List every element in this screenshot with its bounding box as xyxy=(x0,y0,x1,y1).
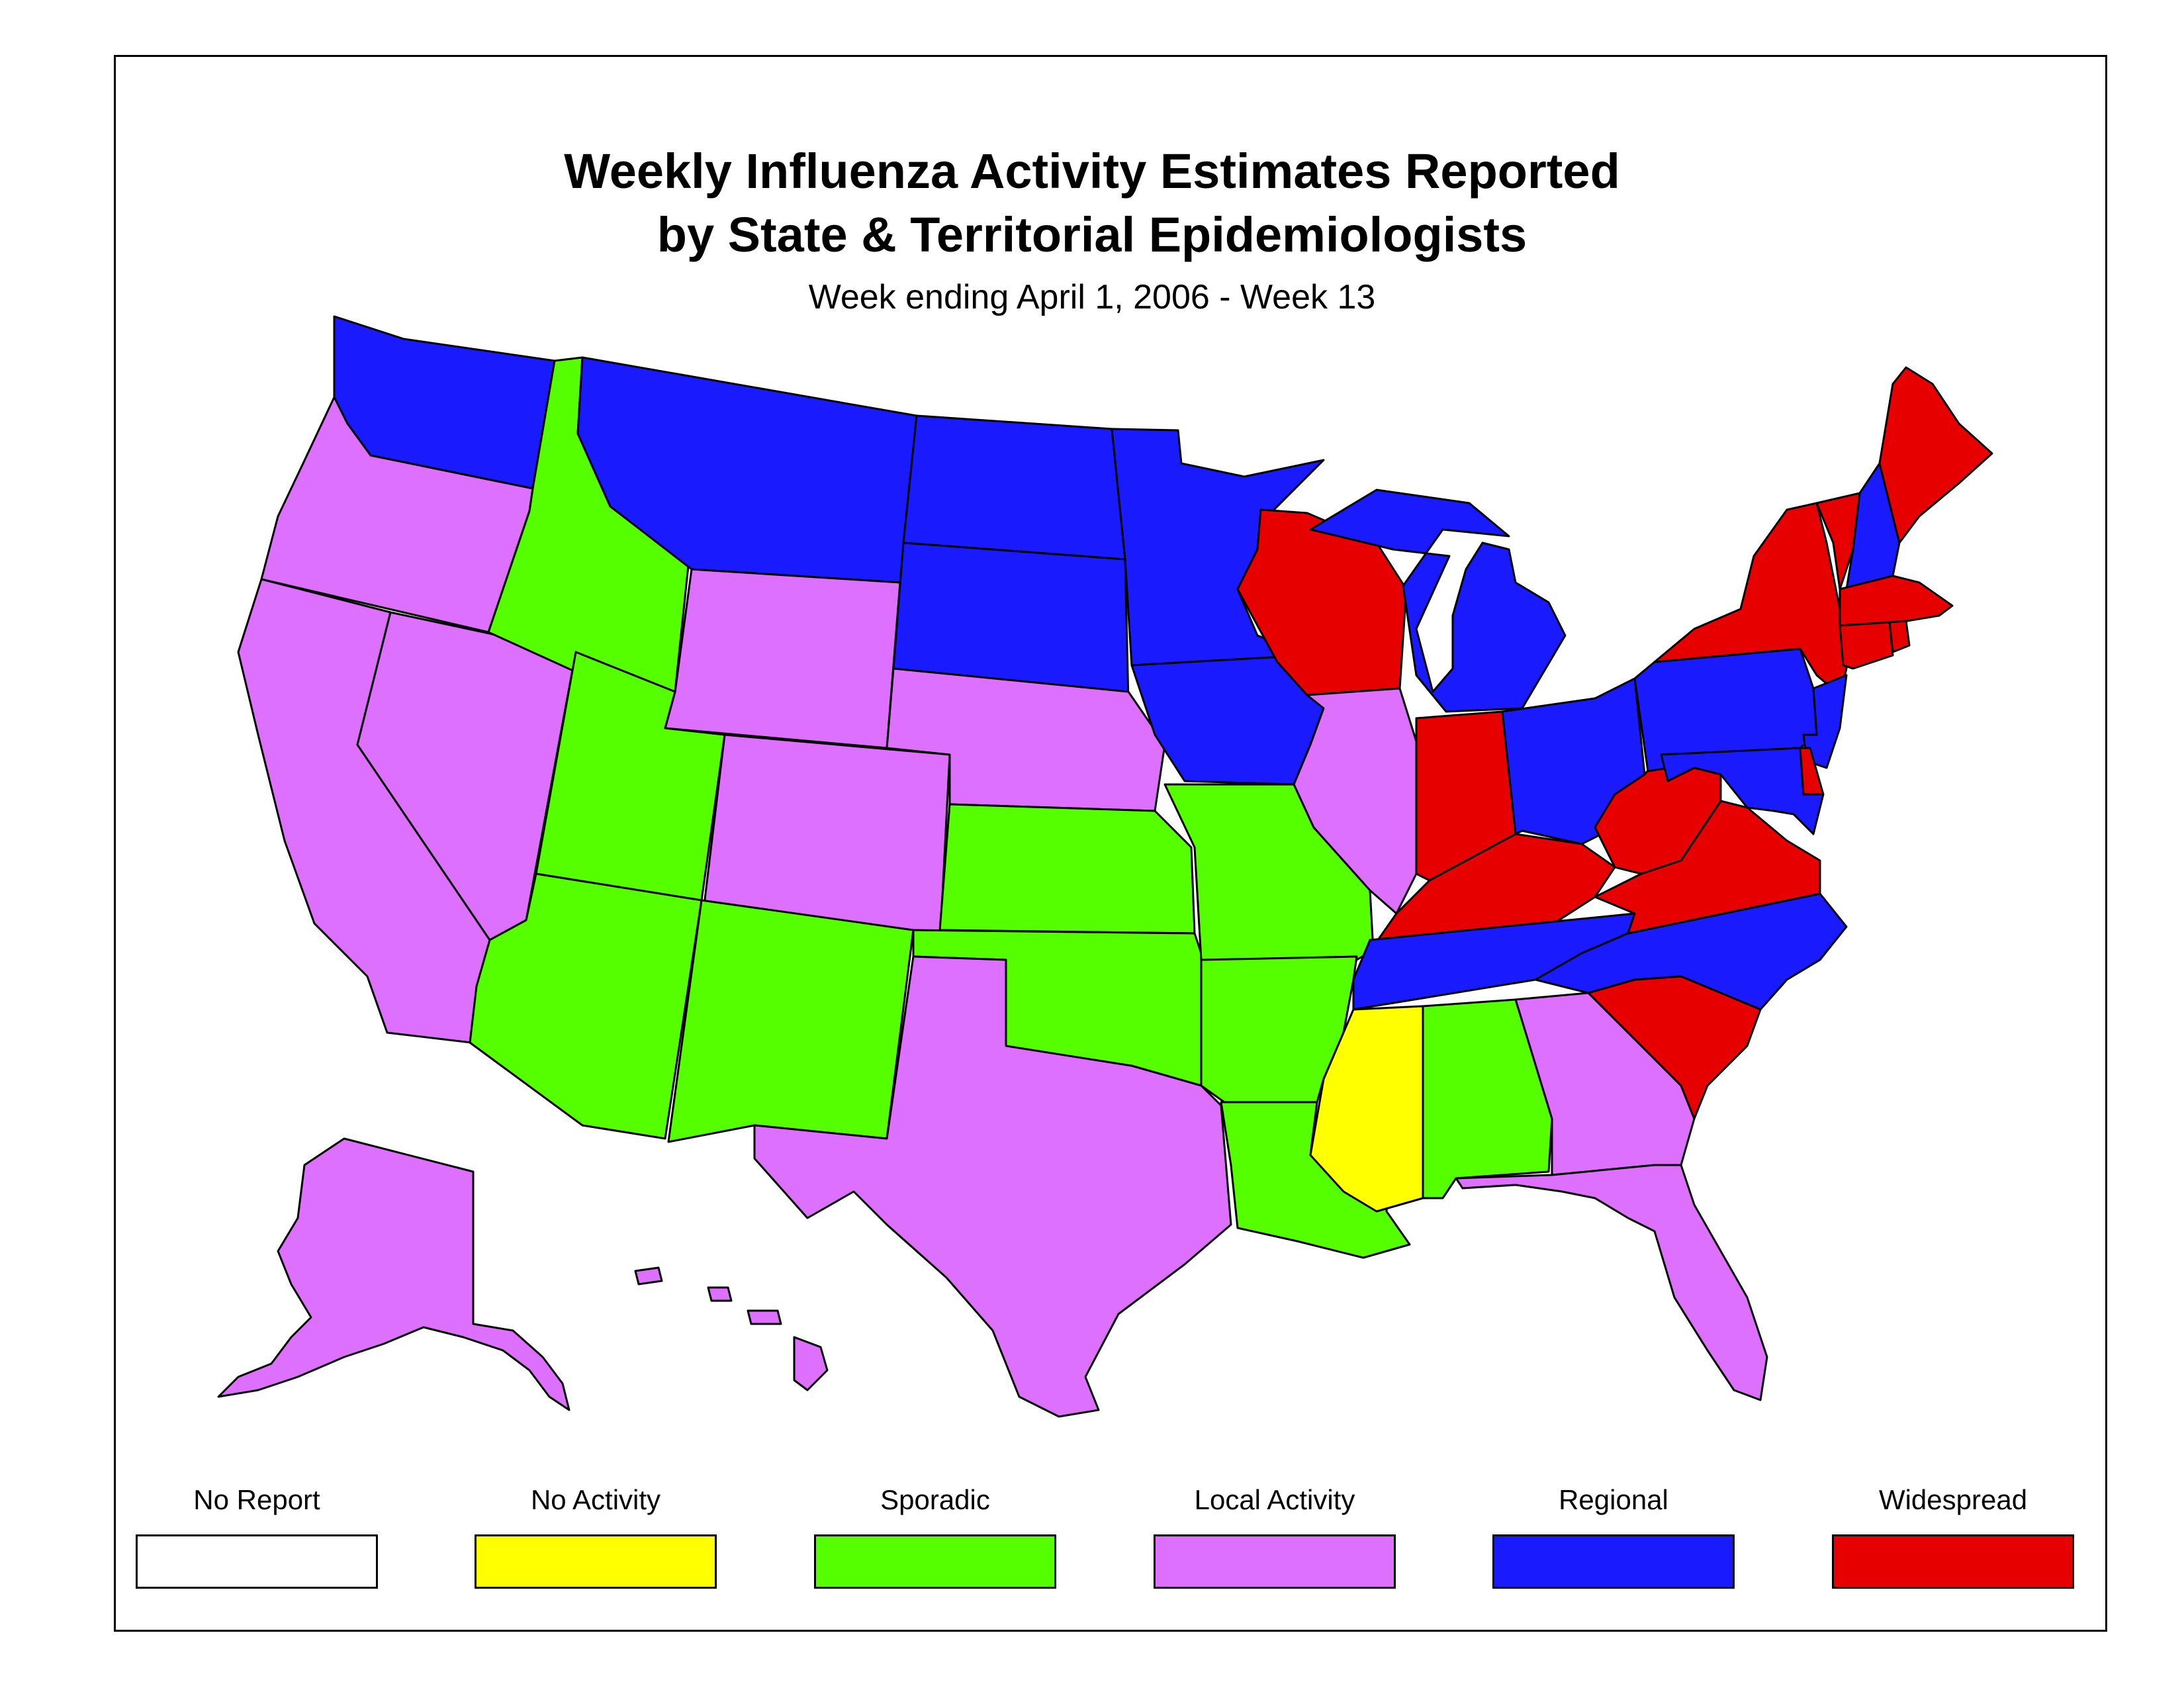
legend-label-sporadic: Sporadic xyxy=(880,1484,990,1515)
legend-label-no-report: No Report xyxy=(193,1484,320,1515)
state-TX xyxy=(753,955,1232,1418)
subtitle: Week ending April 1, 2006 - Week 13 xyxy=(808,278,1376,316)
legend-swatch-local-activity xyxy=(1154,1534,1396,1589)
legend-label-no-activity: No Activity xyxy=(530,1484,661,1515)
legend-label-widespread: Widespread xyxy=(1878,1484,2028,1515)
state-KS xyxy=(938,803,1196,935)
state-IL xyxy=(1293,687,1418,915)
state-ME xyxy=(1878,366,1993,544)
state-ND xyxy=(902,414,1126,561)
state-NC xyxy=(1534,892,1848,1011)
state-NJ xyxy=(1802,674,1848,769)
state-RI xyxy=(1888,620,1911,653)
title-line-1: Weekly Influenza Activity Estimates Repo… xyxy=(564,144,1620,199)
state-NY xyxy=(1653,502,1848,696)
legend-swatch-widespread xyxy=(1832,1534,2074,1589)
state-MI xyxy=(1309,489,1567,713)
legend-swatch-sporadic xyxy=(814,1534,1056,1589)
state-AK xyxy=(217,1137,570,1411)
state-WY xyxy=(664,568,901,749)
state-AZ xyxy=(469,872,703,1140)
state-HI xyxy=(793,1336,829,1391)
state-HI-islands xyxy=(634,1266,782,1325)
legend-label-regional: Regional xyxy=(1559,1484,1668,1515)
legend-swatch-regional xyxy=(1492,1534,1735,1589)
state-FL xyxy=(1455,1164,1768,1401)
state-MD xyxy=(1660,747,1825,835)
state-VT xyxy=(1815,492,1861,590)
legend-label-local-activity: Local Activity xyxy=(1194,1484,1355,1515)
state-CT xyxy=(1839,621,1894,670)
legend-swatch-no-report xyxy=(136,1534,378,1589)
legend-swatch-no-activity xyxy=(475,1534,717,1589)
title-line-2: by State & Territorial Epidemiologists xyxy=(657,207,1527,262)
state-NM xyxy=(667,899,915,1143)
chart-frame xyxy=(114,55,2107,1632)
